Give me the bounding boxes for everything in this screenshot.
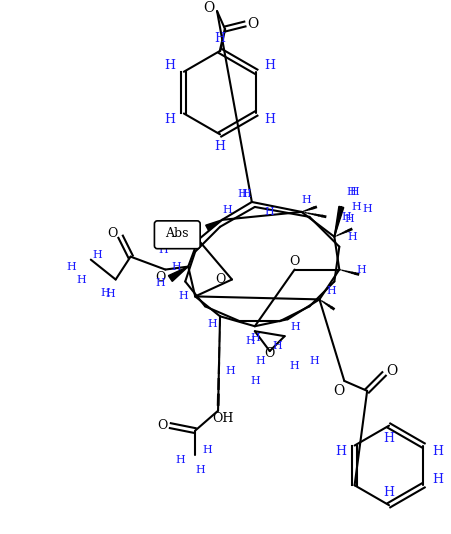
Text: H: H: [347, 232, 356, 242]
Text: O: O: [107, 227, 118, 240]
Text: H: H: [92, 250, 102, 260]
Text: O: O: [247, 17, 258, 31]
Text: H: H: [155, 279, 165, 288]
Text: H: H: [264, 113, 275, 126]
Text: H: H: [244, 336, 254, 346]
Text: H: H: [240, 189, 250, 199]
Text: H: H: [254, 356, 264, 366]
Text: OH: OH: [212, 412, 233, 425]
Text: H: H: [289, 361, 299, 371]
Text: H: H: [344, 214, 354, 224]
Text: H: H: [221, 205, 231, 215]
Text: H: H: [225, 366, 235, 376]
Polygon shape: [179, 240, 198, 248]
Text: H: H: [345, 187, 355, 197]
Text: H: H: [383, 432, 394, 445]
Polygon shape: [168, 266, 188, 281]
Polygon shape: [334, 206, 343, 237]
Text: H: H: [158, 245, 168, 255]
Text: H: H: [431, 445, 442, 458]
Text: H: H: [249, 376, 259, 386]
Text: H: H: [383, 486, 394, 499]
Text: Abs: Abs: [165, 227, 189, 240]
Text: H: H: [431, 473, 442, 486]
Text: H: H: [264, 59, 275, 72]
Text: H: H: [178, 292, 188, 301]
Text: H: H: [207, 319, 216, 329]
Text: H: H: [101, 288, 110, 299]
Text: H: H: [335, 445, 345, 458]
Text: O: O: [289, 255, 299, 268]
Text: H: H: [202, 445, 212, 456]
Text: H: H: [236, 189, 246, 199]
Text: H: H: [264, 207, 274, 217]
Text: O: O: [203, 1, 214, 15]
Text: H: H: [164, 59, 175, 72]
Text: O: O: [214, 273, 225, 286]
Text: H: H: [195, 465, 205, 475]
Text: H: H: [341, 212, 350, 222]
Text: H: H: [362, 204, 371, 214]
FancyBboxPatch shape: [154, 221, 200, 249]
Text: O: O: [264, 347, 274, 359]
Text: H: H: [76, 274, 86, 285]
Text: H: H: [309, 356, 319, 366]
Text: O: O: [155, 271, 165, 284]
Text: H: H: [214, 33, 225, 45]
Text: H: H: [350, 202, 360, 212]
Text: H: H: [66, 262, 76, 272]
Polygon shape: [205, 220, 221, 231]
Text: H: H: [171, 262, 181, 272]
Text: H: H: [290, 322, 300, 332]
Text: O: O: [386, 364, 397, 378]
Text: H: H: [249, 333, 259, 343]
Text: H: H: [175, 456, 185, 466]
Text: H: H: [355, 264, 365, 274]
Text: H: H: [188, 225, 198, 235]
Text: O: O: [333, 384, 344, 398]
Text: H: H: [349, 187, 359, 197]
Text: H: H: [272, 341, 282, 351]
Text: H: H: [214, 140, 225, 153]
Text: H: H: [326, 286, 336, 296]
Text: H: H: [301, 195, 311, 205]
Text: H: H: [106, 289, 115, 300]
Text: H: H: [164, 113, 175, 126]
Text: O: O: [157, 419, 167, 432]
